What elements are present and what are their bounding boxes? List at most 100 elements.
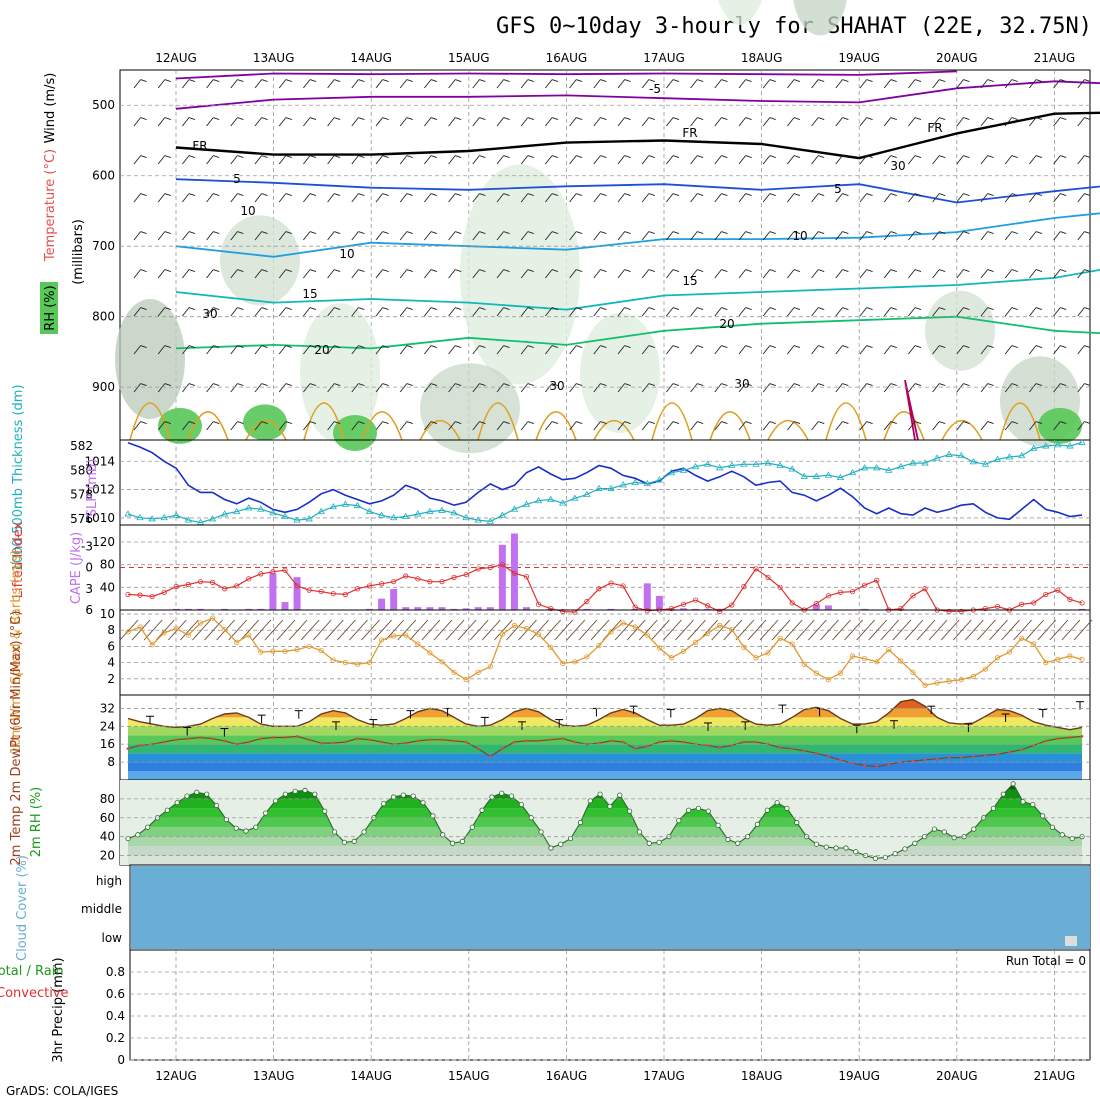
wind-barb <box>206 383 214 393</box>
dew-marker <box>1080 734 1084 738</box>
li-marker <box>161 589 167 595</box>
wind-speed-marker <box>427 650 433 656</box>
wind-barb-flag <box>987 307 994 311</box>
wind-barb <box>908 307 916 317</box>
li-marker <box>862 582 868 588</box>
x-tick-label-top: 12AUG <box>155 51 197 65</box>
wind-barb-flag <box>382 383 389 387</box>
wind-barb-flag <box>890 79 897 83</box>
wind-barb <box>448 193 456 203</box>
wind-barb-flag <box>140 231 147 235</box>
wind-speed-marker <box>970 673 976 679</box>
wind-barb <box>835 231 843 241</box>
wind-speed-marker <box>415 641 421 647</box>
wind-barb <box>157 307 166 317</box>
dew-marker <box>766 742 770 746</box>
wind-barb <box>278 193 287 203</box>
wind-speed-marker <box>946 678 952 684</box>
wind-barb-flag <box>818 421 825 425</box>
wind-barb <box>859 345 867 355</box>
wind-barb <box>206 155 214 165</box>
li-marker <box>318 588 324 595</box>
temp-band <box>128 762 1082 772</box>
rh-marker <box>164 807 170 813</box>
wind-barb-10m <box>771 619 791 641</box>
wind-barb-flag <box>672 117 680 121</box>
wind-barb-flag <box>237 193 244 197</box>
dew-marker <box>452 739 456 743</box>
x-tick-label-bottom: 17AUG <box>643 1069 685 1083</box>
thickness-marker <box>402 512 410 519</box>
rh-marker <box>764 807 770 813</box>
wind-barb-flag <box>672 231 680 235</box>
isotherm-25 <box>535 411 577 441</box>
wind-barb <box>980 79 988 89</box>
wind-barb-flag <box>551 421 559 425</box>
cape-bar <box>824 605 832 610</box>
thickness-marker <box>752 460 760 467</box>
isotherm-label: FR <box>192 139 207 153</box>
rh-marker <box>558 841 564 847</box>
rh-marker <box>253 824 259 830</box>
isotherm-25 <box>593 420 635 441</box>
wind-barb-flag <box>818 307 825 311</box>
wind-barb-flag <box>261 193 268 197</box>
thickness-marker <box>389 513 398 521</box>
wind-barb-flag <box>769 307 776 311</box>
thickness-marker <box>643 479 651 487</box>
wind-barb-flag <box>987 345 994 349</box>
wind-barb <box>278 383 287 393</box>
wind-barb-flag <box>503 79 510 83</box>
slp-thickness-panel: 576 578 580 582 1010 1012 1014 1000-500mb Thick… <box>11 384 1091 572</box>
wind-barb <box>545 231 553 241</box>
wind-barb-flag <box>769 117 776 121</box>
wind-barb-flag <box>1060 231 1067 235</box>
wind-barb <box>811 231 819 241</box>
wind-barb-flag <box>600 117 607 121</box>
cape-bar <box>402 607 410 610</box>
wind-barb <box>811 383 819 393</box>
cape-bar <box>221 608 229 610</box>
wind-speed-marker <box>197 620 204 626</box>
wind-speed-marker <box>258 649 264 655</box>
wind-barb <box>738 421 746 431</box>
wind-barb <box>303 231 311 241</box>
li-marker <box>608 580 614 586</box>
wind-barb-flag <box>697 79 704 83</box>
wind-barb-flag <box>1084 421 1091 425</box>
rh-band <box>128 808 1082 818</box>
wind-barb-10m <box>1049 619 1069 641</box>
dew-marker <box>730 743 734 747</box>
li-marker <box>209 579 216 585</box>
wind-barb <box>1077 383 1085 393</box>
wind-barb <box>424 193 432 203</box>
wind-barb <box>787 383 795 393</box>
wind-barb <box>762 383 771 393</box>
wind-barb <box>617 231 625 241</box>
rh-marker <box>833 845 839 851</box>
wind-barb-flag <box>939 193 946 197</box>
precip-tick-label: 0.4 <box>106 1009 125 1023</box>
temp-band <box>128 735 1082 745</box>
slp-line <box>127 442 1083 521</box>
wind-barb-flag <box>261 345 268 349</box>
thickness-marker <box>619 481 627 488</box>
rh-marker <box>951 835 957 841</box>
wind-barb-flag <box>648 421 655 425</box>
wind-barb-flag <box>987 193 994 197</box>
cape-bar <box>474 607 482 610</box>
wind-barb-flag <box>624 155 631 159</box>
rh-shade <box>220 215 300 306</box>
wind-barb-flag <box>818 117 825 121</box>
wind-barb-flag <box>261 421 268 425</box>
wind-barb-flag <box>261 155 268 159</box>
wind-barb <box>908 117 916 127</box>
wind-barb-flag <box>576 193 583 197</box>
wind-barb-10m <box>735 619 755 641</box>
wind-barb-flag <box>551 345 559 349</box>
rh-marker <box>646 840 652 846</box>
wind-barb-10m <box>1061 619 1081 641</box>
rh2m-panel: 20 40 60 80 2m RH (%) <box>29 779 1091 866</box>
wind-barb-flag <box>769 193 776 197</box>
wind-speed-marker <box>463 677 469 683</box>
